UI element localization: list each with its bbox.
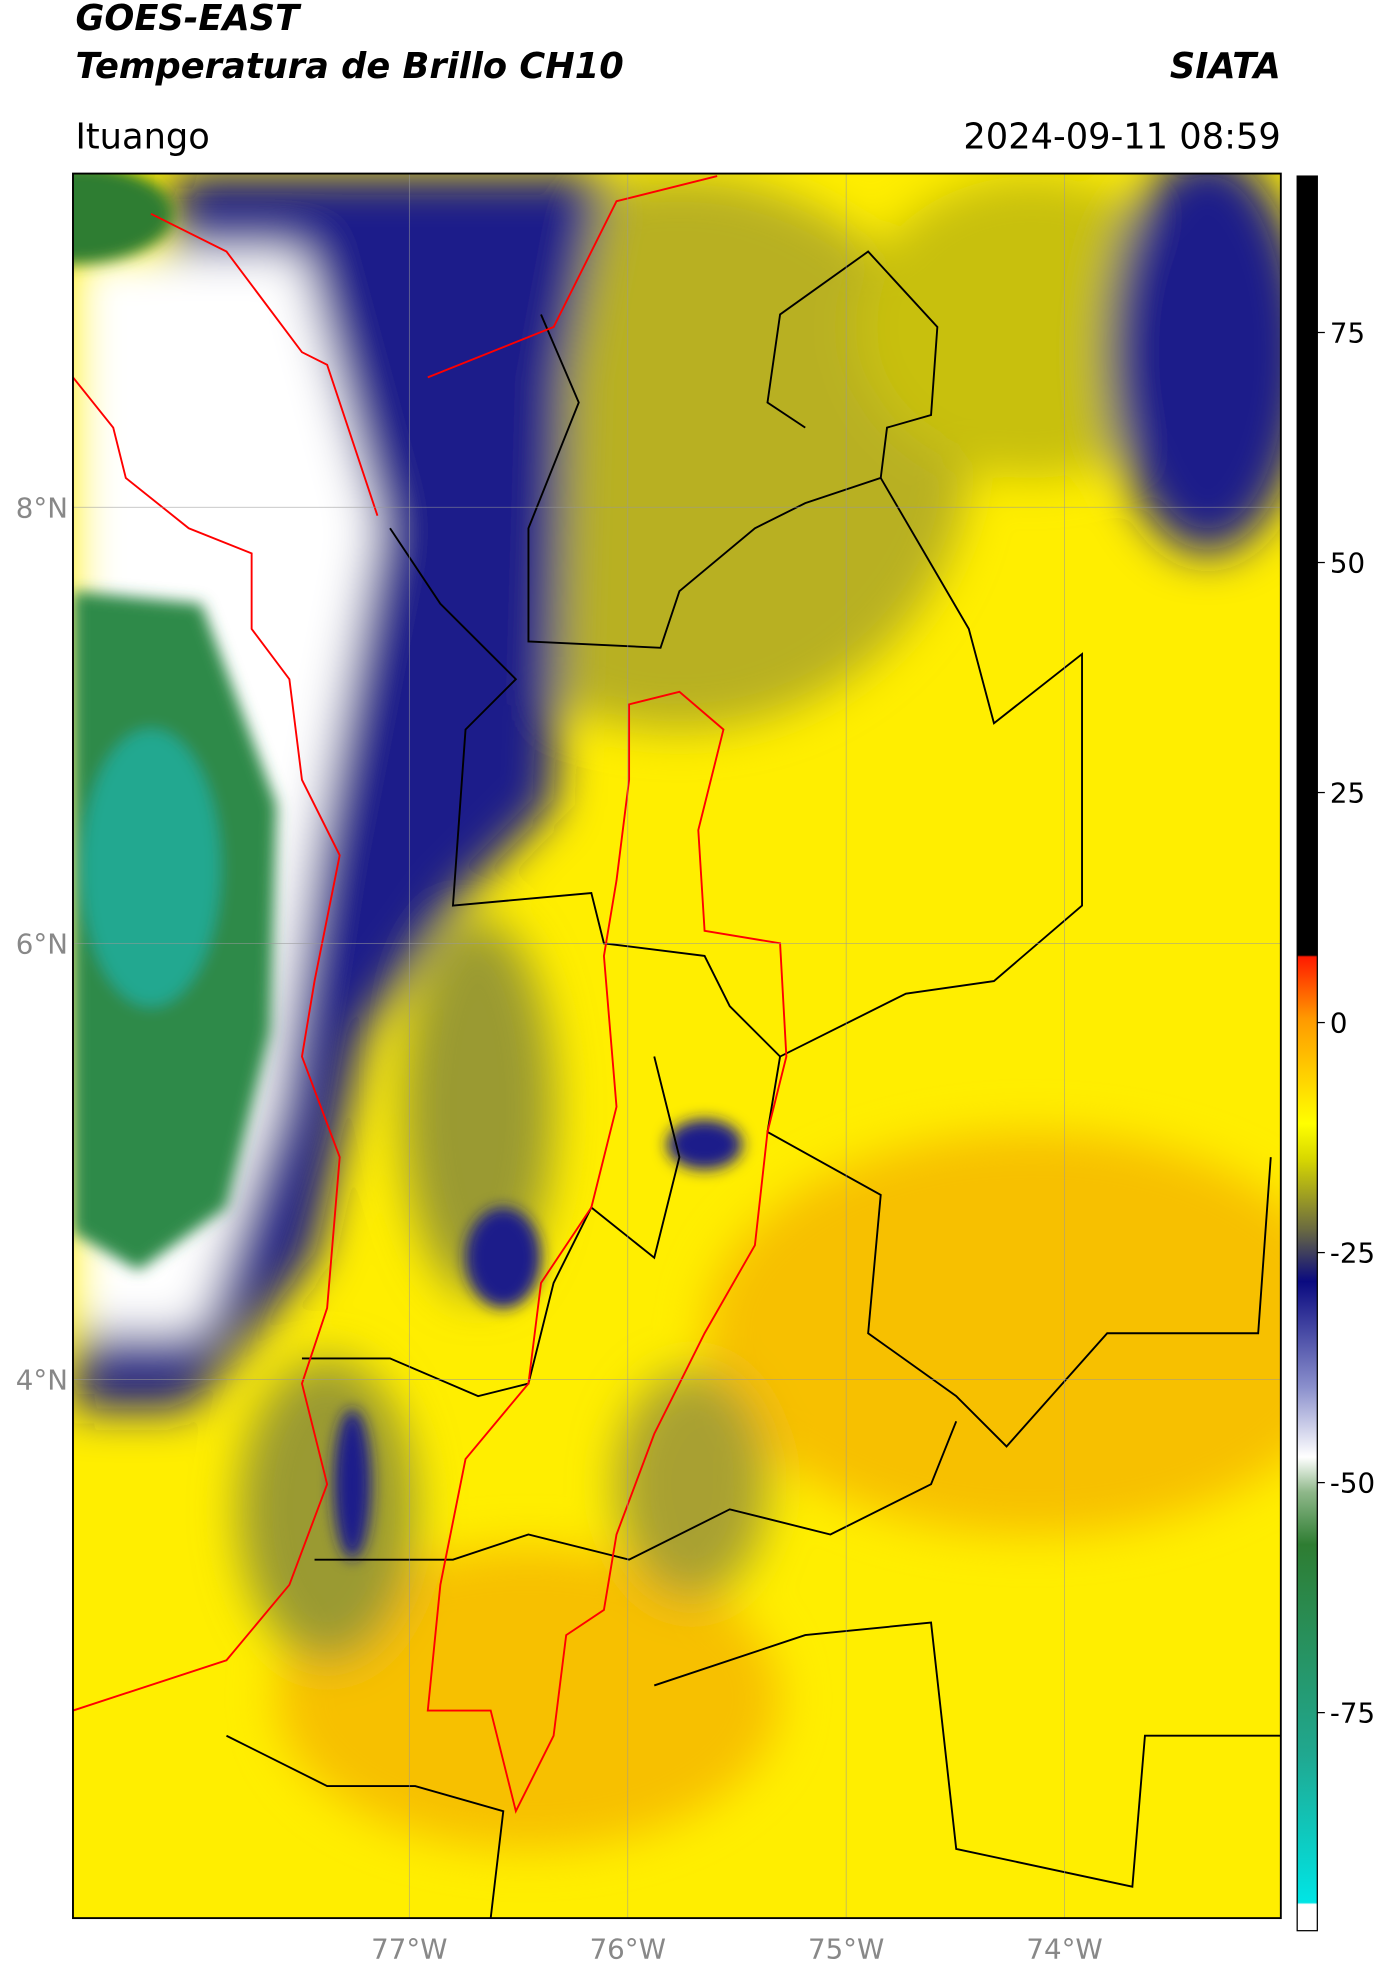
colorbar-tick-label: 25 (1330, 777, 1365, 810)
lat-label: 4°N (16, 1364, 68, 1397)
lon-label: 76°W (590, 1932, 666, 1965)
colorbar-tick-label: 0 (1330, 1007, 1348, 1040)
colorbar (1296, 175, 1318, 1932)
subtitle: Temperatura de Brillo CH10 (75, 46, 623, 87)
colorbar-tick-label: -25 (1330, 1237, 1375, 1270)
title: GOES-EAST (75, 0, 302, 39)
lon-label: 74°W (1026, 1932, 1102, 1965)
organization: SIATA (1170, 46, 1281, 87)
location: Ituango (75, 116, 209, 157)
colorbar-tick-label: 75 (1330, 317, 1365, 350)
map-grid: 77°W 76°W 75°W 74°W 8°N 6°N 4°N (16, 173, 1281, 1965)
colorbar-axis: 75 50 25 0 -25 -50 -75 (1317, 317, 1375, 1730)
map-frame (72, 172, 1282, 1920)
colorbar-tick-label: 50 (1330, 547, 1365, 580)
colorbar-tick-label: -50 (1330, 1467, 1375, 1500)
lat-label: 8°N (16, 491, 68, 524)
lat-label: 6°N (16, 927, 68, 960)
lon-label: 75°W (808, 1932, 884, 1965)
lon-label: 77°W (371, 1932, 447, 1965)
map-image (72, 173, 1281, 1919)
datetime: 2024-09-11 08:59 (963, 116, 1280, 157)
colorbar-tick-label: -75 (1330, 1697, 1375, 1730)
